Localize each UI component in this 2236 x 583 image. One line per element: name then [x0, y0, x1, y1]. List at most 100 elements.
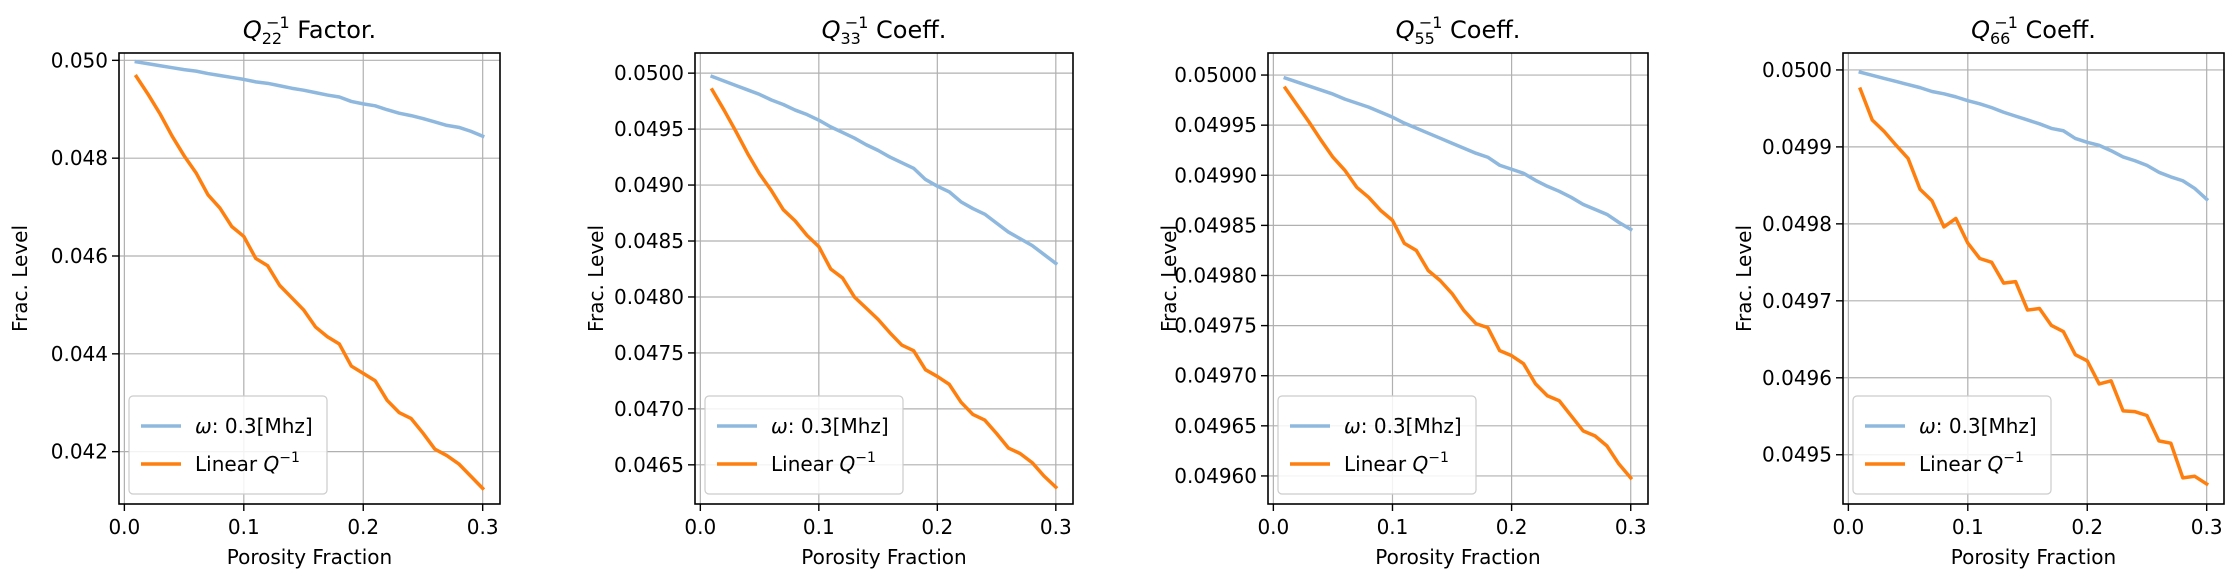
y-axis-label: Frac. Level: [8, 225, 32, 332]
y-tick-label: 0.046: [51, 244, 108, 268]
x-tick-label: 0.1: [1952, 515, 1984, 539]
series-line-linear: [709, 87, 1059, 490]
legend: ω: 0.3[Mhz] Linear Q−1: [704, 395, 904, 495]
series-line-linear: [1858, 86, 2210, 487]
series-line-omega: [1283, 75, 1634, 232]
legend-label-omega: ω: 0.3[Mhz]: [1344, 414, 1462, 438]
y-tick-label: 0.0495: [614, 117, 684, 141]
axes-frame: [118, 52, 501, 505]
legend-q-symbol: Q: [1988, 452, 2004, 476]
y-tick-label: 0.050: [51, 48, 108, 72]
legend-omega-symbol: ω: [195, 414, 212, 438]
title-superscript: −1: [1994, 13, 2018, 32]
x-tick-label: 0.0: [1832, 515, 1864, 539]
y-tick-label: 0.0480: [614, 285, 684, 309]
y-tick-label: 0.0499: [1762, 135, 1832, 159]
legend-linear-text: Linear: [771, 452, 840, 476]
legend-label-linear: Linear Q−1: [1919, 450, 2024, 476]
x-axis-label: Porosity Fraction: [801, 545, 966, 569]
series-line-linear: [1282, 85, 1634, 481]
legend-label-linear: Linear Q−1: [1344, 450, 1449, 476]
title-symbol: Q: [1971, 16, 1990, 44]
y-tick-label: 0.04965: [1174, 414, 1257, 438]
legend-linear-text: Linear: [1919, 452, 1988, 476]
y-tick-label: 0.04970: [1174, 364, 1257, 388]
legend-omega-symbol: ω: [771, 414, 788, 438]
x-tick-label: 0.2: [2071, 515, 2103, 539]
x-tick-label: 0.3: [2191, 515, 2223, 539]
legend-omega-text: : 0.3[Mhz]: [212, 414, 313, 438]
legend-box: [128, 395, 328, 495]
x-tick-label: 0.2: [921, 515, 953, 539]
series-line-linear: [133, 74, 486, 491]
title-subscript: 66: [1990, 29, 2010, 48]
legend-omega-symbol: ω: [1344, 414, 1361, 438]
legend-q-superscript: −1: [855, 450, 876, 466]
y-tick-label: 0.0485: [614, 229, 684, 253]
legend-label-linear: Linear Q−1: [195, 450, 300, 476]
y-axis-label: Frac. Level: [584, 225, 608, 332]
legend-q-symbol: Q: [840, 452, 856, 476]
y-tick-label: 0.0500: [1762, 58, 1832, 82]
series-line-omega: [1858, 70, 2210, 202]
subplot-2: 0.0 0.1 0.2 0.3 0.0465 0.0470 0.0475 0.0480 0.04…: [584, 13, 1074, 569]
y-tick-label: 0.04960: [1174, 464, 1257, 488]
legend-box: [704, 395, 904, 495]
legend-q-symbol: Q: [264, 452, 280, 476]
title-subscript: 22: [262, 29, 282, 48]
y-tick-label: 0.042: [51, 440, 108, 464]
series-line-omega: [709, 74, 1059, 266]
title-suffix: Factor.: [290, 16, 377, 44]
x-tick-label: 0.0: [108, 515, 140, 539]
axes-frame: [1267, 52, 1649, 505]
x-axis-label: Porosity Fraction: [1951, 545, 2116, 569]
y-tick-label: 0.0465: [614, 453, 684, 477]
subplot-3: 0.0 0.1 0.2 0.3 0.04960 0.04965 0.04970 0.04975…: [1157, 13, 1649, 569]
title-superscript: −1: [845, 13, 869, 32]
title-subscript: 55: [1414, 29, 1434, 48]
chart-title: Q66−1 Coeff.: [1971, 13, 2096, 48]
x-tick-label: 0.1: [803, 515, 835, 539]
x-axis-label: Porosity Fraction: [227, 545, 392, 569]
y-axis-label: Frac. Level: [1732, 225, 1756, 332]
y-tick-label: 0.0496: [1762, 366, 1832, 390]
axes-frame: [694, 52, 1074, 505]
title-symbol: Q: [243, 16, 262, 44]
legend: ω: 0.3[Mhz] Linear Q−1: [128, 395, 328, 495]
y-tick-label: 0.0497: [1762, 289, 1832, 313]
x-tick-label: 0.0: [684, 515, 716, 539]
y-tick-label: 0.0495: [1762, 443, 1832, 467]
legend-label-omega: ω: 0.3[Mhz]: [771, 414, 889, 438]
series-line-omega: [134, 59, 485, 139]
chart-title: Q55−1 Coeff.: [1396, 13, 1521, 48]
title-superscript: −1: [1419, 13, 1443, 32]
subplots: 0.0 0.1 0.2 0.3 0.042 0.044 0.046 0.048 0.050 Por…: [8, 13, 2225, 569]
y-tick-label: 0.04975: [1174, 314, 1257, 338]
legend-omega-symbol: ω: [1919, 414, 1936, 438]
x-tick-label: 0.3: [1615, 515, 1647, 539]
legend-label-omega: ω: 0.3[Mhz]: [1919, 414, 2037, 438]
legend-label-linear: Linear Q−1: [771, 450, 876, 476]
legend-q-superscript: −1: [279, 450, 300, 466]
y-tick-label: 0.0490: [614, 173, 684, 197]
axes-frame: [1842, 52, 2225, 505]
y-tick-label: 0.048: [51, 146, 108, 170]
legend-omega-text: : 0.3[Mhz]: [1361, 414, 1462, 438]
x-tick-label: 0.2: [1496, 515, 1528, 539]
y-tick-label: 0.0475: [614, 341, 684, 365]
title-symbol: Q: [822, 16, 841, 44]
legend: ω: 0.3[Mhz] Linear Q−1: [1852, 395, 2052, 495]
legend-box: [1277, 395, 1477, 495]
y-tick-label: 0.04995: [1174, 113, 1257, 137]
y-tick-label: 0.04985: [1174, 213, 1257, 237]
legend-q-superscript: −1: [1428, 450, 1449, 466]
y-axis-label: Frac. Level: [1157, 225, 1181, 332]
chart-title: Q33−1 Coeff.: [822, 13, 947, 48]
legend-omega-text: : 0.3[Mhz]: [1936, 414, 2037, 438]
y-tick-label: 0.0498: [1762, 212, 1832, 236]
x-tick-label: 0.3: [1040, 515, 1072, 539]
subplot-1: 0.0 0.1 0.2 0.3 0.042 0.044 0.046 0.048 0.050 Por…: [8, 13, 501, 569]
title-subscript: 33: [840, 29, 860, 48]
